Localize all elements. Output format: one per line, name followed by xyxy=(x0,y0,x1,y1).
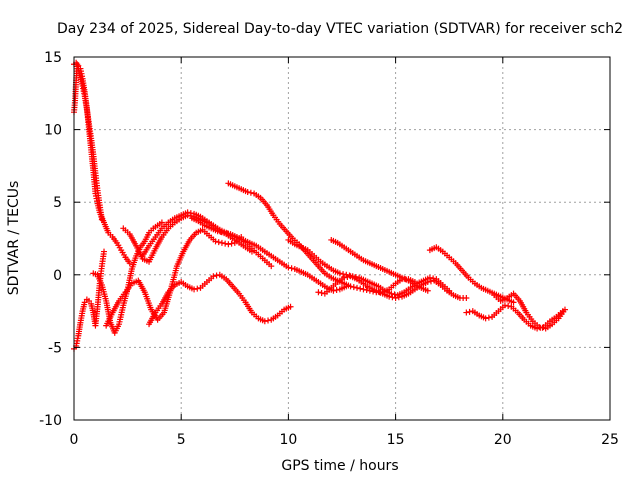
data-point-interp xyxy=(224,230,231,237)
data-point xyxy=(315,289,322,296)
data-point xyxy=(354,284,361,291)
data-point xyxy=(482,315,489,322)
series-pass-10 xyxy=(225,180,418,296)
data-point xyxy=(184,209,191,216)
data-point xyxy=(214,228,221,235)
data-point xyxy=(210,273,217,280)
data-point xyxy=(360,286,367,293)
data-point xyxy=(347,283,354,290)
series-pass-15 xyxy=(463,302,566,332)
data-point xyxy=(261,318,268,325)
series-pass-1 xyxy=(71,59,133,267)
data-point xyxy=(268,263,275,270)
data-point xyxy=(424,287,431,294)
data-point xyxy=(386,293,393,300)
data-point-interp xyxy=(350,284,357,291)
data-point xyxy=(501,302,508,309)
data-point xyxy=(463,309,470,316)
data-point-interp xyxy=(318,289,325,296)
data-points xyxy=(71,59,568,352)
data-point xyxy=(218,239,225,246)
x-tick-label: 0 xyxy=(70,432,79,448)
data-point-interp xyxy=(357,285,364,292)
series-pass-8 xyxy=(146,271,294,328)
data-point-interp xyxy=(288,265,295,272)
y-tick-label: 15 xyxy=(44,50,62,66)
data-point-interp xyxy=(395,294,402,301)
data-point xyxy=(212,238,219,245)
x-tick-label: 10 xyxy=(279,432,297,448)
chart-title: Day 234 of 2025, Sidereal Day-to-day VTE… xyxy=(57,21,623,37)
data-point-interp xyxy=(505,303,512,310)
x-tick-label: 5 xyxy=(177,432,186,448)
data-point-interp xyxy=(363,287,370,294)
data-point xyxy=(225,241,232,248)
x-tick-label: 25 xyxy=(601,432,619,448)
data-point xyxy=(244,189,251,196)
y-tick-label: -5 xyxy=(48,340,62,356)
series-pass-2 xyxy=(71,61,105,223)
data-point-interp xyxy=(213,272,220,279)
data-point xyxy=(98,216,105,223)
data-point xyxy=(463,295,470,302)
data-point-interp xyxy=(187,210,194,217)
data-point xyxy=(158,219,165,226)
y-tick-label: 10 xyxy=(44,123,62,139)
x-axis-label: GPS time / hours xyxy=(281,458,398,474)
data-point xyxy=(287,303,294,310)
series-pass-13 xyxy=(328,236,431,294)
data-point xyxy=(536,324,543,331)
data-point-interp xyxy=(215,239,222,246)
data-point-interp xyxy=(466,308,473,315)
data-point-interp xyxy=(485,314,492,321)
data-point xyxy=(341,274,348,281)
data-point xyxy=(221,229,228,236)
data-point-interp xyxy=(333,287,340,294)
y-tick-label: 5 xyxy=(53,195,62,211)
data-point xyxy=(336,270,343,277)
data-point-interp xyxy=(344,273,351,280)
series-pass-16 xyxy=(491,290,568,332)
data-point-interp xyxy=(222,240,229,247)
y-tick-label: 0 xyxy=(53,268,62,284)
data-point xyxy=(101,248,108,255)
data-point xyxy=(561,306,568,313)
data-point xyxy=(191,286,198,293)
data-point-interp xyxy=(340,271,347,278)
data-point xyxy=(392,295,399,302)
series-pass-3 xyxy=(71,248,108,352)
data-point-interp xyxy=(228,240,235,247)
x-tick-label: 20 xyxy=(494,432,512,448)
series-pass-5 xyxy=(103,226,245,329)
data-point xyxy=(424,279,431,286)
data-point-interp xyxy=(427,278,434,285)
data-point-interp xyxy=(265,317,272,324)
plot-frame xyxy=(73,56,611,421)
data-point-interp xyxy=(389,294,396,301)
data-point-interp xyxy=(539,324,546,331)
axis-ticks: 0 5 10 15 20 25 -10 -5 0 5 10 15 xyxy=(39,50,619,448)
y-tick-label: -10 xyxy=(39,413,62,429)
data-point xyxy=(426,274,433,281)
x-tick-label: 15 xyxy=(387,432,405,448)
series-pass-9 xyxy=(188,215,350,294)
data-point-interp xyxy=(194,285,201,292)
data-point xyxy=(510,299,517,306)
data-point-interp xyxy=(247,189,254,196)
data-point xyxy=(126,260,133,267)
data-point-interp xyxy=(217,228,224,235)
data-point xyxy=(285,264,292,271)
y-axis-label: SDTVAR / TECUs xyxy=(6,181,22,296)
